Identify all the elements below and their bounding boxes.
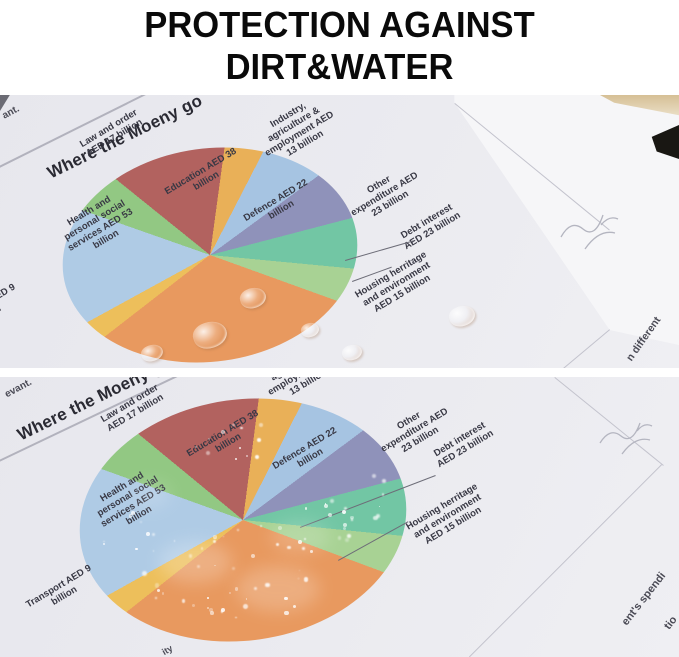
label-other-expenditure: Other expenditure AED 23 billion [349,169,420,219]
page-fragment-left: ant. [0,103,22,122]
water-droplet [446,302,478,330]
label-debt-interest: Debt interest AED 23 billion [398,201,463,253]
corner-shadow [0,95,10,111]
headline-banner: PROTECTION AGAINST DIRT&WATER [0,0,679,95]
pen-scribble [560,214,619,250]
photo-dirt-test: Where the Moeny go Law and order AED 17 … [0,377,679,657]
label-transport: Transport AED 9 billion [0,281,18,327]
headline-line-1: PROTECTION AGAINST [144,4,535,45]
page-edge-line [468,464,662,657]
water-droplet [340,342,364,363]
page-fragment-left: evant. [3,377,34,401]
page-fragment-bottom-right: ent's spendi [619,570,669,628]
label-housing: Housing herritage and environment AED 15… [404,481,484,547]
headline-line-2: DIRT&WATER [225,46,454,87]
page-fragment-bottom-right: tio [661,614,679,632]
label-housing: Housing herritage and environment AED 15… [353,249,433,315]
page-edge-line [447,328,610,368]
pen-scribble [599,422,653,455]
photo-water-test: Where the Moeny go Law and order AED 17 … [0,95,679,368]
